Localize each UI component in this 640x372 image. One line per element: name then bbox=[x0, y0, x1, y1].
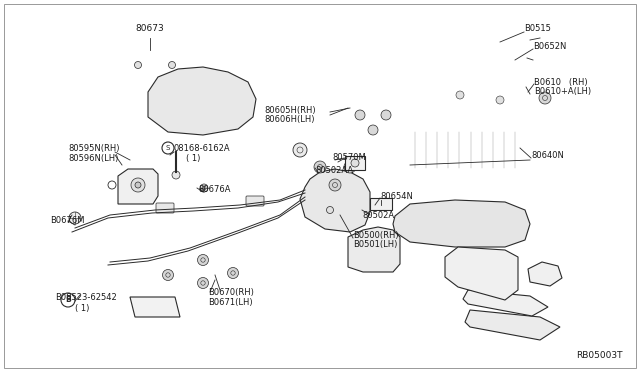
Circle shape bbox=[329, 179, 341, 191]
Polygon shape bbox=[393, 200, 530, 247]
Text: 80596N(LH): 80596N(LH) bbox=[68, 154, 118, 163]
Circle shape bbox=[496, 96, 504, 104]
Circle shape bbox=[368, 125, 378, 135]
Text: ( 1): ( 1) bbox=[186, 154, 200, 163]
FancyBboxPatch shape bbox=[156, 203, 174, 213]
Circle shape bbox=[172, 171, 180, 179]
Polygon shape bbox=[445, 247, 518, 300]
Text: 80502A: 80502A bbox=[362, 211, 394, 219]
Text: B08523-62542: B08523-62542 bbox=[55, 294, 116, 302]
Text: B0610+A(LH): B0610+A(LH) bbox=[534, 87, 591, 96]
Polygon shape bbox=[130, 297, 180, 317]
Text: B0670(RH): B0670(RH) bbox=[208, 289, 254, 298]
Text: B0515: B0515 bbox=[524, 23, 551, 32]
Polygon shape bbox=[465, 310, 560, 340]
Text: B0500(RH): B0500(RH) bbox=[353, 231, 399, 240]
Text: B0652N: B0652N bbox=[533, 42, 566, 51]
Circle shape bbox=[355, 110, 365, 120]
Text: 80595N(RH): 80595N(RH) bbox=[68, 144, 120, 153]
Text: 80654N: 80654N bbox=[380, 192, 413, 201]
Circle shape bbox=[539, 92, 551, 104]
Circle shape bbox=[326, 206, 333, 214]
Text: 80676A: 80676A bbox=[198, 185, 230, 193]
Polygon shape bbox=[463, 290, 548, 316]
Polygon shape bbox=[348, 227, 400, 272]
Text: B: B bbox=[65, 295, 71, 305]
Text: B0501(LH): B0501(LH) bbox=[353, 240, 397, 248]
Polygon shape bbox=[300, 169, 370, 232]
Circle shape bbox=[227, 267, 239, 279]
Text: 80673: 80673 bbox=[136, 23, 164, 32]
Circle shape bbox=[135, 182, 141, 188]
Circle shape bbox=[200, 184, 208, 192]
Text: S: S bbox=[166, 145, 170, 151]
Text: RB05003T: RB05003T bbox=[576, 350, 623, 359]
Circle shape bbox=[198, 278, 209, 289]
Text: 80502AA: 80502AA bbox=[315, 166, 353, 174]
Circle shape bbox=[344, 161, 356, 173]
FancyBboxPatch shape bbox=[370, 198, 392, 210]
Polygon shape bbox=[528, 262, 562, 286]
Circle shape bbox=[456, 91, 464, 99]
Circle shape bbox=[131, 178, 145, 192]
Text: 80570M: 80570M bbox=[332, 153, 365, 161]
Circle shape bbox=[163, 269, 173, 280]
Circle shape bbox=[69, 212, 81, 224]
Text: B0676M: B0676M bbox=[50, 215, 84, 224]
Text: B0610   (RH): B0610 (RH) bbox=[534, 77, 588, 87]
Text: 80605H(RH): 80605H(RH) bbox=[264, 106, 316, 115]
Circle shape bbox=[351, 159, 359, 167]
Circle shape bbox=[198, 254, 209, 266]
Polygon shape bbox=[118, 169, 158, 204]
Text: 08168-6162A: 08168-6162A bbox=[174, 144, 230, 153]
Text: B0671(LH): B0671(LH) bbox=[208, 298, 253, 308]
Text: ( 1): ( 1) bbox=[75, 304, 90, 312]
Circle shape bbox=[162, 142, 174, 154]
Circle shape bbox=[293, 143, 307, 157]
Circle shape bbox=[314, 161, 326, 173]
Circle shape bbox=[134, 61, 141, 68]
Text: 80640N: 80640N bbox=[531, 151, 564, 160]
Text: 80606H(LH): 80606H(LH) bbox=[264, 115, 314, 124]
Polygon shape bbox=[148, 67, 256, 135]
FancyBboxPatch shape bbox=[345, 156, 365, 170]
Circle shape bbox=[61, 293, 75, 307]
Circle shape bbox=[168, 61, 175, 68]
FancyBboxPatch shape bbox=[246, 196, 264, 206]
Circle shape bbox=[381, 110, 391, 120]
